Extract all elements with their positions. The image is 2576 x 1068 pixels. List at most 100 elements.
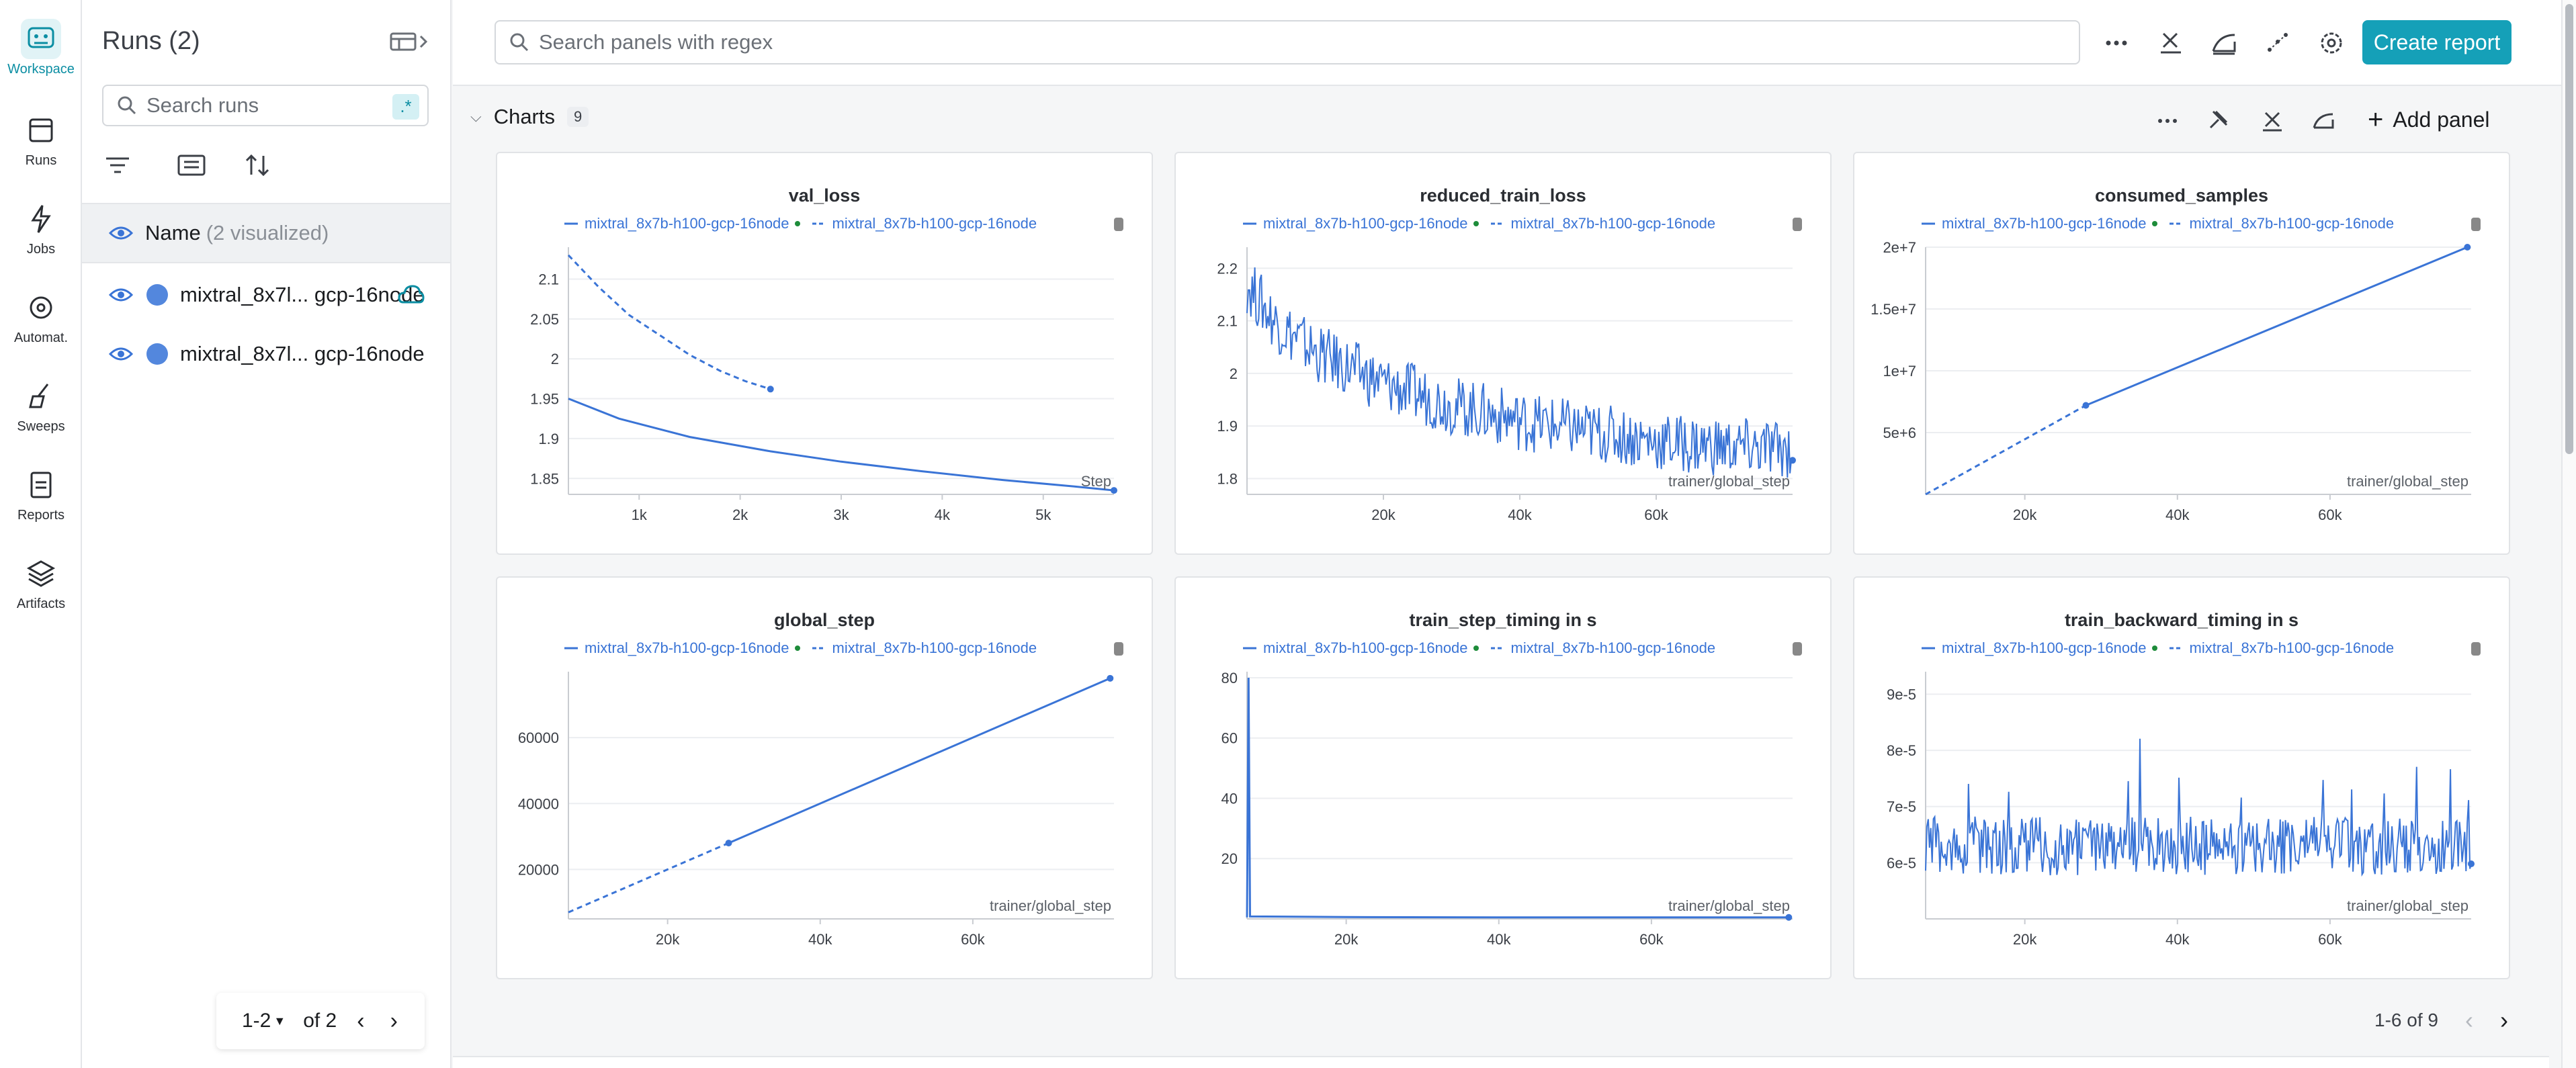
y-tick-label: 2.2 [1217,260,1238,277]
series-line[interactable] [568,398,1115,492]
legend-solid-line-icon [564,647,578,650]
y-tick-label: 1e+7 [1883,363,1916,380]
legend-toggle-icon[interactable] [1114,642,1123,656]
eye-icon[interactable] [109,224,133,242]
series-line[interactable] [2085,246,2468,406]
prev-panels-icon[interactable]: ‹ [2464,1006,2473,1034]
chart-plot[interactable]: 5e+6 1e+7 1.5e+7 2e+7 20k 40k 60k trainer/globa… [1854,153,2511,556]
nav-item-workspace[interactable]: Workspace [0,11,82,85]
run-row[interactable]: mixtral_8x7l... gcp-16node [82,325,450,383]
table-view-icon[interactable] [390,28,430,55]
section-more-icon[interactable] [2154,107,2181,134]
next-page-icon[interactable]: › [390,1008,398,1034]
chart-panel[interactable]: train_backward_timing in s mixtral_8x7b-h… [1853,576,2510,979]
sort-icon[interactable] [242,150,273,180]
legend-status-dot [1473,646,1479,651]
runs-name-header: Name (2 visualized) [82,203,450,263]
search-runs-input[interactable]: Search runs .* [102,85,429,126]
series-line[interactable] [728,677,1111,844]
create-report-button[interactable]: Create report [2362,20,2511,64]
run-color-dot[interactable] [146,284,168,306]
run-row[interactable]: mixtral_8x7l... gcp-16node [82,266,450,324]
charts-section-header[interactable]: ⌵ Charts 9 [470,105,589,129]
chart-panel[interactable]: consumed_samples mixtral_8x7b-h100-gcp-16… [1853,152,2510,555]
chart-legend[interactable]: mixtral_8x7b-h100-gcp-16node mixtral_8x7b… [564,215,1037,232]
chart-panel[interactable]: val_loss mixtral_8x7b-h100-gcp-16node mixt… [496,152,1153,555]
series-line[interactable] [1246,677,1789,919]
x-tick-label: 60k [961,931,985,948]
chart-legend[interactable]: mixtral_8x7b-h100-gcp-16node mixtral_8x7b… [1243,215,1715,232]
chart-legend[interactable]: mixtral_8x7b-h100-gcp-16node mixtral_8x7b… [1922,639,2394,657]
runs-title: Runs (2) [102,27,200,55]
chart-plot[interactable]: 6e-5 7e-5 8e-5 9e-5 20k 40k 60k trainer/global_… [1854,578,2511,981]
pin-icon[interactable] [2204,107,2231,134]
smoothing-icon[interactable] [2209,28,2239,58]
legend-toggle-icon[interactable] [1793,642,1802,656]
nav-item-artifacts[interactable]: Artifacts [0,545,82,619]
filter-icon[interactable] [102,150,133,180]
series-line[interactable] [1925,738,2472,877]
y-tick-label: 6e-5 [1887,854,1916,871]
chart-panel[interactable]: reduced_train_loss mixtral_8x7b-h100-gcp-… [1174,152,1832,555]
caret-down-icon[interactable]: ▼ [273,1014,286,1028]
regex-toggle-button[interactable]: .* [392,94,419,120]
chart-panel[interactable]: train_step_timing in s mixtral_8x7b-h100-… [1174,576,1832,979]
page-range-select[interactable]: 1-2 [242,1010,271,1032]
series-line-dashed[interactable] [567,254,771,390]
left-nav: Workspace Runs Jobs Automat. Sweeps Reports Ar… [0,0,82,1068]
y-tick-label: 1.8 [1217,471,1238,488]
nav-item-reports[interactable]: Reports [0,457,82,531]
add-panel-button[interactable]: + Add panel [2368,105,2489,135]
legend-toggle-icon[interactable] [2471,218,2481,231]
x-axis-icon[interactable] [2155,28,2185,58]
sweeps-icon [29,383,49,408]
chart-legend[interactable]: mixtral_8x7b-h100-gcp-16node mixtral_8x7b… [1922,215,2394,232]
chart-plot[interactable]: 1.85 1.9 1.95 2 2.05 2.1 1k 2k 3k 4k 5k Step [497,153,1154,556]
y-tick-label: 40 [1221,790,1238,807]
name-column-label: Name [145,221,201,244]
scrollbar-thumb[interactable] [2565,4,2573,454]
chart-legend[interactable]: mixtral_8x7b-h100-gcp-16node mixtral_8x7b… [564,639,1037,657]
x-tick-label: 40k [1508,506,1532,523]
nav-label: Jobs [26,241,56,257]
series-end-point [725,840,732,847]
more-options-icon[interactable] [2102,28,2131,58]
eye-icon[interactable] [109,285,133,304]
legend-entry: mixtral_8x7b-h100-gcp-16node [1942,215,2147,232]
visualized-count: (2 visualized) [206,221,329,244]
nav-item-automat[interactable]: Automat. [0,279,82,353]
nav-item-jobs[interactable]: Jobs [0,191,82,265]
run-name[interactable]: mixtral_8x7l... gcp-16node [180,342,425,365]
settings-gear-icon[interactable] [2317,28,2346,58]
vertical-scrollbar[interactable] [2561,0,2576,1068]
series-line-dashed[interactable] [1925,404,2087,496]
outliers-icon[interactable] [2263,28,2292,58]
chart-title: val_loss [788,185,861,206]
nav-item-sweeps[interactable]: Sweeps [0,368,82,442]
series-line[interactable] [1246,267,1793,478]
series-line-dashed[interactable] [568,842,730,914]
search-panels-input[interactable]: Search panels with regex [495,20,2080,64]
next-panels-icon[interactable]: › [2499,1006,2508,1034]
x-tick-label: 40k [1487,931,1511,948]
legend-toggle-icon[interactable] [2471,642,2481,656]
eye-icon[interactable] [109,345,133,363]
section-smoothing-icon[interactable] [2310,107,2337,134]
run-color-dot[interactable] [146,343,168,365]
legend-toggle-icon[interactable] [1793,218,1802,231]
bottom-bar [453,1056,2549,1068]
chart-plot[interactable]: 20000 40000 60000 20k 40k 60k trainer/global_s… [497,578,1154,981]
chart-plot[interactable]: 1.8 1.9 2 2.1 2.2 20k 40k 60ktrainer/global_ste… [1176,153,1833,556]
nav-item-runs[interactable]: Runs [0,102,82,176]
legend-entry: mixtral_8x7b-h100-gcp-16node [1263,639,1468,656]
prev-page-icon[interactable]: ‹ [357,1008,365,1034]
chart-legend[interactable]: mixtral_8x7b-h100-gcp-16node mixtral_8x7b… [1243,639,1715,657]
section-x-axis-icon[interactable] [2259,107,2286,134]
chart-panel[interactable]: global_step mixtral_8x7b-h100-gcp-16node m… [496,576,1153,979]
nav-label: Artifacts [16,596,66,611]
run-name[interactable]: mixtral_8x7l... gcp-16node [180,283,425,306]
chevron-down-icon[interactable]: ⌵ [470,108,482,125]
legend-toggle-icon[interactable] [1114,218,1123,231]
group-icon[interactable] [176,150,207,180]
